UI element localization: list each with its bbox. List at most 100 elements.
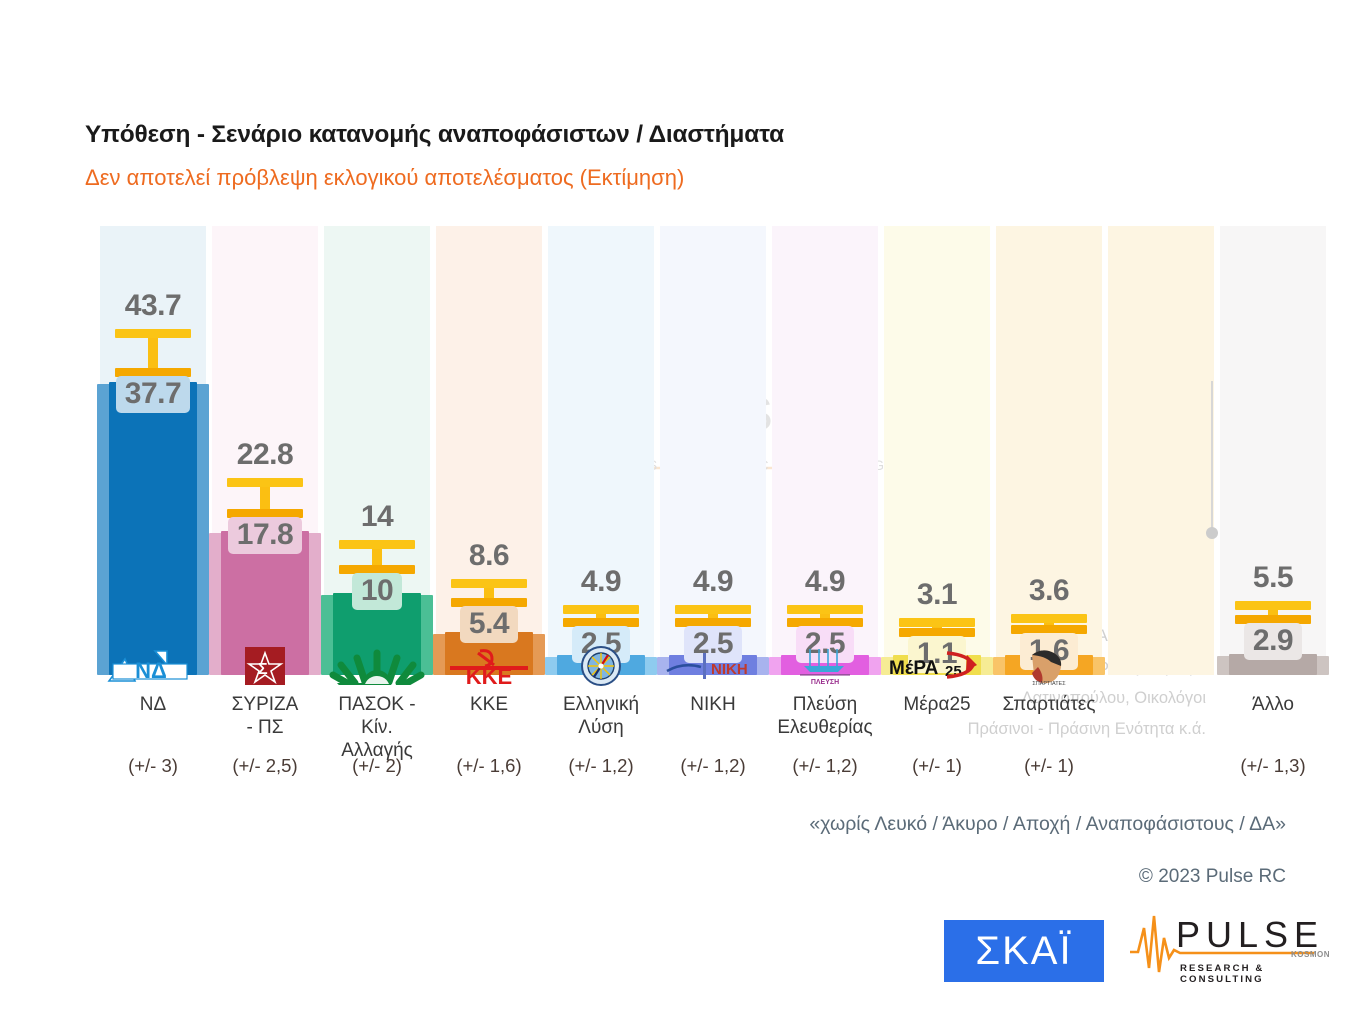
- plot-area: PULSE KOSMON RESEARCH & CONSULTING < 1%:…: [97, 226, 1329, 738]
- pasok-logo: [324, 645, 430, 687]
- error-bar-cap-lower-elliniki-lysi: [563, 618, 639, 628]
- x-axis-label-line: Μέρα25: [903, 694, 971, 715]
- error-bar-cap-upper-kke: [451, 578, 527, 588]
- x-axis-column-pleusi: ΠΛΕΥΣΗ Πλεύση Ελευθερίας (+/- 1,2): [772, 645, 878, 776]
- error-bar-cap-upper-elliniki-lysi: [563, 605, 639, 615]
- value-upper-mera25: 3.1: [916, 577, 958, 611]
- value-upper-pleusi: 4.9: [804, 565, 846, 599]
- svg-text:NIKH: NIKH: [711, 661, 748, 678]
- spartiates-logo: ΣΠΑΡΤΙΑΤΕΣ: [996, 645, 1102, 687]
- column-band: [772, 226, 878, 675]
- x-axis-label-line: Ελευθερίας: [777, 717, 873, 738]
- x-axis-label-elliniki-lysi: Ελληνική Λύση: [548, 693, 654, 739]
- value-lower-nd: 37.7: [115, 375, 191, 413]
- syriza-logo: Σ: [212, 645, 318, 687]
- value-lower-pleusi: 2.5: [795, 626, 855, 664]
- error-bar-cap-lower-allo: [1235, 615, 1311, 625]
- x-axis-label-line: Αλλαγής: [341, 740, 413, 761]
- error-bar-stem-pasok: [372, 540, 382, 569]
- x-axis-label-pasok: ΠΑΣΟΚ - Κίν. Αλλαγής: [324, 693, 430, 762]
- pulse-logo-text: PULSE: [1176, 914, 1325, 955]
- column-band-fill: [660, 226, 766, 675]
- error-bar-cap-upper-syriza: [227, 477, 303, 487]
- error-bar-cap-lower-pasok: [339, 564, 415, 574]
- value-lower-wrap-pasok: 10: [317, 572, 437, 610]
- error-bar-cap-lower-spartiates: [1011, 624, 1087, 634]
- column-band-fill: [996, 226, 1102, 675]
- error-bar-cap-lower-pleusi: [787, 618, 863, 628]
- margin-of-error-allo: (+/- 1,3): [1240, 755, 1306, 776]
- value-upper-kke: 8.6: [468, 538, 510, 572]
- x-axis-label-spartiates: Σπαρτιάτες: [996, 693, 1102, 716]
- margin-of-error-elliniki-lysi: (+/- 1,2): [568, 755, 634, 776]
- value-lower-pasok: 10: [351, 572, 403, 610]
- x-axis-column-spartiates: ΣΠΑΡΤΙΑΤΕΣ Σπαρτιάτες (+/- 1): [996, 645, 1102, 776]
- x-axis-label-line: ΝΔ: [139, 694, 167, 715]
- error-bar-cap-lower-nd: [115, 367, 191, 377]
- x-axis-label-line: Ελληνική: [562, 694, 640, 715]
- x-axis-column-niki: NIKH ΝΙΚΗ (+/- 1,2): [660, 645, 766, 776]
- error-bar-cap-upper-niki: [675, 605, 751, 615]
- value-upper-syriza: 22.8: [236, 437, 294, 471]
- x-axis-label-line: - ΠΣ: [246, 717, 284, 738]
- margin-of-error-pleusi: (+/- 1,2): [792, 755, 858, 776]
- copyright: © 2023 Pulse RC: [1138, 866, 1286, 887]
- error-bar-stem-syriza: [260, 477, 270, 514]
- skai-logo: ΣΚΑΪ: [944, 920, 1104, 982]
- error-bar-cap-lower-syriza: [227, 509, 303, 519]
- column-band-fill: [548, 226, 654, 675]
- margin-of-error-syriza: (+/- 2,5): [232, 755, 298, 776]
- skai-logo-text: ΣΚΑΪ: [975, 928, 1073, 973]
- value-upper-niki: 4.9: [692, 565, 734, 599]
- margin-of-error-nd: (+/- 3): [128, 755, 178, 776]
- niki-logo: NIKH: [660, 645, 766, 687]
- bar-inner-nd: [109, 381, 197, 675]
- column-band-fill: [772, 226, 878, 675]
- value-lower-wrap-pleusi: 2.5: [765, 626, 885, 664]
- annotation-connector-dot: [1206, 527, 1218, 539]
- value-upper-elliniki-lysi: 4.9: [580, 565, 622, 599]
- svg-text:ΝΔ: ΝΔ: [135, 658, 167, 683]
- margin-of-error-pasok: (+/- 2): [352, 755, 402, 776]
- value-lower-wrap-allo: 2.9: [1213, 623, 1333, 661]
- value-upper-spartiates: 3.6: [1028, 574, 1070, 608]
- margin-of-error-kke: (+/- 1,6): [456, 755, 522, 776]
- kke-logo: ΚΚΕ: [436, 645, 542, 687]
- value-lower-allo: 2.9: [1243, 623, 1303, 661]
- error-bar-cap-upper-nd: [115, 328, 191, 338]
- error-bar-stem-kke: [484, 578, 494, 602]
- svg-text:ΜέΡΑ: ΜέΡΑ: [889, 658, 939, 679]
- svg-text:ΠΛΕΥΣΗ: ΠΛΕΥΣΗ: [811, 679, 839, 686]
- pulse-logo-kosmon: KOSMON: [1291, 950, 1330, 959]
- column-band: [1220, 226, 1326, 675]
- x-axis-column-mera25: ΜέΡΑ 25 Μέρα25 (+/- 1): [884, 645, 990, 776]
- nd-logo: ΝΔ: [100, 645, 206, 687]
- x-axis-label-line: Σπαρτιάτες: [1002, 694, 1096, 715]
- annotation-connector-line: [1211, 381, 1213, 533]
- page-title: Υπόθεση - Σενάριο κατανομής αναποφάσιστω…: [85, 121, 784, 148]
- error-bar-cap-lower-mera25: [899, 628, 975, 638]
- elliniki-lysi-logo: [548, 645, 654, 687]
- column-band: [548, 226, 654, 675]
- value-upper-allo: 5.5: [1252, 560, 1294, 594]
- x-axis-label-allo: Άλλο: [1220, 693, 1326, 716]
- footnote: «χωρίς Λευκό / Άκυρο / Αποχή / Αναποφάσι…: [809, 813, 1286, 835]
- error-bar-cap-upper-pleusi: [787, 605, 863, 615]
- x-axis-column-syriza: Σ ΣΥΡΙΖΑ - ΠΣ (+/- 2,5): [212, 645, 318, 776]
- x-axis-column-elliniki-lysi: Ελληνική Λύση (+/- 1,2): [548, 645, 654, 776]
- error-bar-cap-lower-kke: [451, 597, 527, 607]
- column-band: [996, 226, 1102, 675]
- x-axis-column-nd: ΝΔ ΝΔ (+/- 3): [100, 645, 206, 776]
- x-axis-label-line: Λύση: [578, 717, 624, 738]
- value-upper-nd: 43.7: [124, 288, 182, 322]
- x-axis-label-kke: ΚΚΕ: [436, 693, 542, 716]
- pulse-logo: PULSE KOSMON RESEARCH & CONSULTING: [1128, 912, 1330, 988]
- x-axis-label-niki: ΝΙΚΗ: [660, 693, 766, 716]
- value-lower-kke: 5.4: [459, 605, 519, 643]
- error-bar-stem-nd: [148, 328, 158, 372]
- x-axis-column-kke: ΚΚΕ ΚΚΕ (+/- 1,6): [436, 645, 542, 776]
- x-axis-label-syriza: ΣΥΡΙΖΑ - ΠΣ: [212, 693, 318, 739]
- x-axis-label-pleusi: Πλεύση Ελευθερίας: [772, 693, 878, 739]
- x-axis-label-line: Πλεύση: [792, 694, 858, 715]
